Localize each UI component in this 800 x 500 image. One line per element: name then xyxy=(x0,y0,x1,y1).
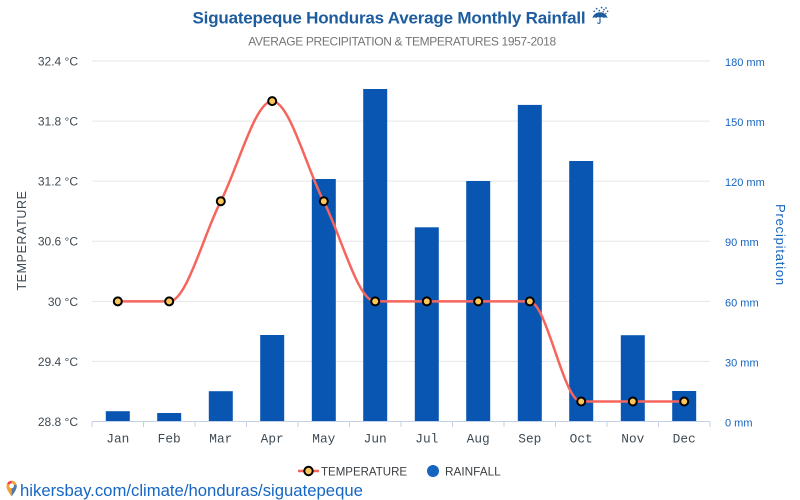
svg-text:30.6 °C: 30.6 °C xyxy=(38,235,78,249)
svg-text:Siguatepeque Honduras Average: Siguatepeque Honduras Average Monthly Ra… xyxy=(193,8,586,27)
svg-text:29.4 °C: 29.4 °C xyxy=(38,355,78,369)
svg-text:0 mm: 0 mm xyxy=(725,418,753,430)
svg-text:Apr: Apr xyxy=(261,432,284,447)
svg-text:31.2 °C: 31.2 °C xyxy=(38,175,78,189)
svg-text:90 mm: 90 mm xyxy=(725,237,759,249)
svg-text:May: May xyxy=(312,432,335,447)
svg-text:28.8 °C: 28.8 °C xyxy=(38,415,78,429)
svg-text:Oct: Oct xyxy=(570,432,593,447)
svg-text:TEMPERATURE: TEMPERATURE xyxy=(15,190,29,290)
svg-text:Sep: Sep xyxy=(518,432,541,447)
svg-text:Jan: Jan xyxy=(106,432,129,447)
svg-text:Nov: Nov xyxy=(621,432,644,447)
svg-text:30 mm: 30 mm xyxy=(725,357,759,369)
svg-text:Jun: Jun xyxy=(364,432,387,447)
svg-text:TEMPERATURE: TEMPERATURE xyxy=(321,467,407,479)
svg-text:AVERAGE PRECIPITATION & TEMPER: AVERAGE PRECIPITATION & TEMPERATURES 195… xyxy=(248,34,556,48)
svg-text:Precipitation: Precipitation xyxy=(773,204,788,286)
svg-text:Feb: Feb xyxy=(158,432,181,447)
svg-text:150 mm: 150 mm xyxy=(725,117,765,129)
svg-text:Jul: Jul xyxy=(415,432,438,447)
svg-text:RAINFALL: RAINFALL xyxy=(445,465,501,479)
svg-text:31.8 °C: 31.8 °C xyxy=(38,115,78,129)
svg-text:30 °C: 30 °C xyxy=(48,295,78,309)
svg-text:32.4 °C: 32.4 °C xyxy=(38,55,78,69)
svg-text:180 mm: 180 mm xyxy=(725,57,765,69)
svg-text:Mar: Mar xyxy=(209,432,232,447)
svg-text:Dec: Dec xyxy=(673,432,696,447)
svg-text:60 mm: 60 mm xyxy=(725,297,759,309)
svg-text:120 mm: 120 mm xyxy=(725,177,765,189)
svg-text:Aug: Aug xyxy=(467,432,490,447)
svg-text:hikersbay.com/climate/honduras: hikersbay.com/climate/honduras/siguatepe… xyxy=(20,481,363,500)
